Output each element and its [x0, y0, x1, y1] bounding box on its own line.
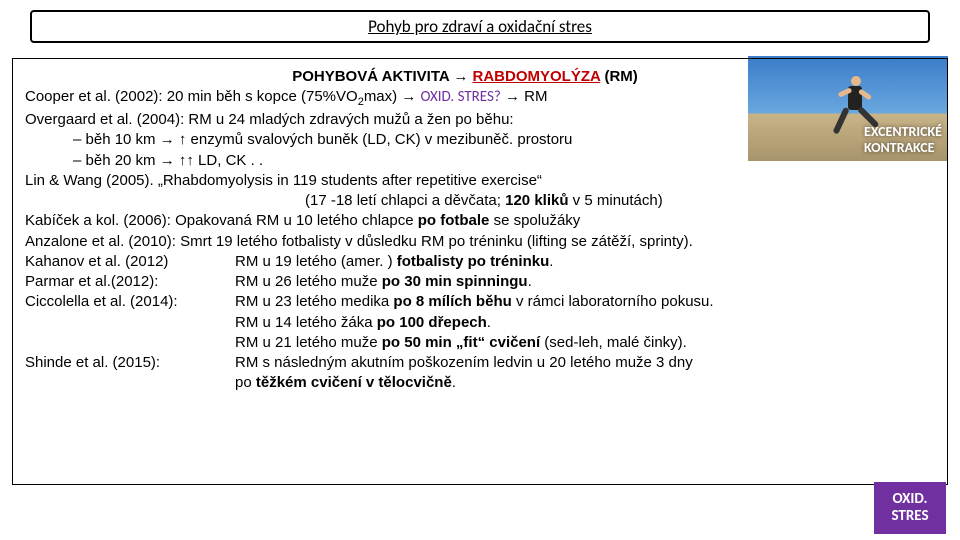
overgaard-line: Overgaard et al. (2004): RM u 24 mladých…	[25, 110, 935, 130]
section-heading: POHYBOVÁ AKTIVITA → RABDOMYOLÝZA (RM)	[195, 67, 735, 87]
lin-line: Lin & Wang (2005). „Rhabdomyolysis in 11…	[25, 171, 935, 191]
cooper-line: Cooper et al. (2002): 20 min běh s kopce…	[25, 87, 935, 110]
parmar-line: Parmar et al.(2012):RM u 26 letého muže …	[25, 272, 935, 292]
shinde-line-2: po těžkém cvičení v tělocvičně.	[25, 373, 935, 393]
shinde-line-1: Shinde et al. (2015):RM s následným akut…	[25, 353, 935, 373]
ciccolella-line-1: Ciccolella et al. (2014):RM u 23 letého …	[25, 292, 935, 312]
ciccolella-line-3: RM u 21 letého muže po 50 min „fit“ cvič…	[25, 333, 935, 353]
lin-detail: (17 -18 letí chlapci a děvčata; 120 klik…	[25, 191, 935, 211]
bullet-2: – běh 20 km → ↑↑ LD, CK . .	[25, 151, 935, 171]
anzalone-line: Anzalone et al. (2010): Smrt 19 letého f…	[25, 232, 935, 252]
content-area: POHYBOVÁ AKTIVITA → RABDOMYOLÝZA (RM) Co…	[12, 58, 948, 485]
kahanov-line: Kahanov et al. (2012)RM u 19 letého (ame…	[25, 252, 935, 272]
oxid-stres-badge: OXID.STRES	[874, 482, 946, 534]
kabicek-line: Kabíček a kol. (2006): Opakovaná RM u 10…	[25, 211, 935, 231]
slide-title: Pohyb pro zdraví a oxidační stres	[30, 10, 930, 43]
ciccolella-line-2: RM u 14 letého žáka po 100 dřepech.	[25, 313, 935, 333]
bullet-1: – běh 10 km → ↑ enzymů svalových buněk (…	[25, 130, 935, 150]
